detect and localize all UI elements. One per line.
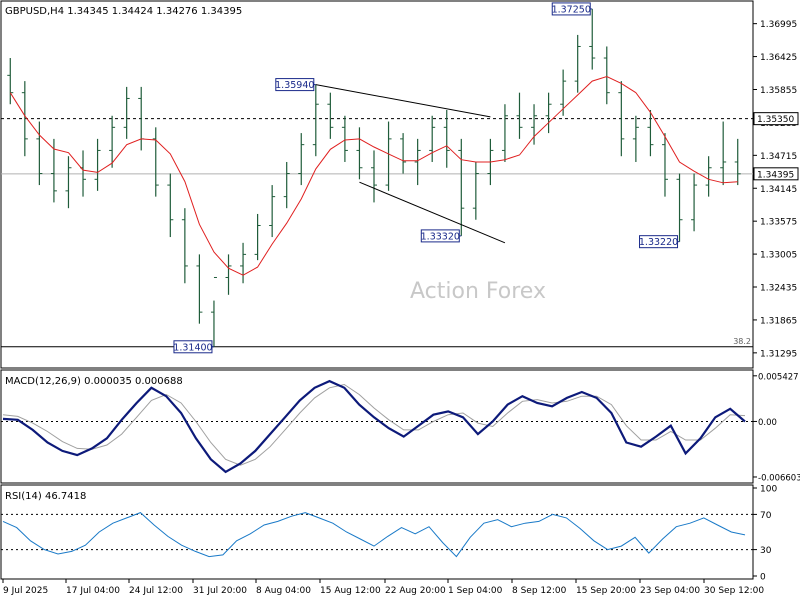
time-axis-label: 1 Sep 04:00 xyxy=(448,586,503,596)
dashed-level-tag-box xyxy=(753,112,799,126)
price-axis-label: 1.36425 xyxy=(760,53,797,63)
price-axis-label: 1.33575 xyxy=(760,218,797,228)
rsi-line xyxy=(2,512,746,558)
time-axis-label: 15 Aug 12:00 xyxy=(320,586,381,596)
macd-axis-label: 0.005427 xyxy=(758,372,799,382)
time-axis-label: 8 Aug 04:00 xyxy=(256,586,311,596)
current-price-tag: 1.34395 xyxy=(757,170,794,180)
rsi-axis-label: 0 xyxy=(760,573,766,583)
price-axis-label: 1.31865 xyxy=(760,316,797,326)
time-axis-label: 15 Sep 20:00 xyxy=(576,586,636,596)
macd-label: MACD(12,26,9) 0.000035 0.000688 xyxy=(5,376,183,387)
rsi-axis-label: 70 xyxy=(760,511,772,521)
price-levels: 38.2 xyxy=(1,118,753,348)
price-axis-label: 1.35855 xyxy=(760,86,797,96)
rsi-axis-label: 30 xyxy=(760,546,772,556)
time-axis-label: 30 Sep 12:00 xyxy=(704,586,764,596)
price-axis-label: 1.34145 xyxy=(760,185,797,195)
rsi-label: RSI(14) 46.7418 xyxy=(5,491,86,502)
price-axis-label: 1.32435 xyxy=(760,284,797,294)
macd-axis: 0.005427 0.00 -0.006603 xyxy=(753,372,800,483)
macd-signal-line xyxy=(2,383,746,466)
moving-average-line xyxy=(9,75,738,276)
fib-level-label: 38.2 xyxy=(733,337,751,346)
rsi-axis-label: 100 xyxy=(760,485,777,495)
price-annotation-label: 1.35940 xyxy=(275,80,314,91)
current-price-tag-box xyxy=(753,167,799,181)
price-axis-label: 1.34715 xyxy=(760,152,797,162)
trendline xyxy=(359,181,506,244)
rsi-axis: 100 70 30 0 xyxy=(753,485,777,583)
time-axis-label: 23 Sep 04:00 xyxy=(640,586,700,596)
price-axis-label: 1.33005 xyxy=(760,251,797,261)
price-axis: 1.369951.364251.358551.352851.347151.341… xyxy=(753,20,799,359)
price-panel-frame xyxy=(0,0,754,369)
symbol-header: GBPUSD,H4 1.34345 1.34424 1.34276 1.3439… xyxy=(5,6,242,17)
rsi-line xyxy=(1,512,753,558)
macd-axis-label: 0.00 xyxy=(758,418,777,428)
time-axis-label: 17 Jul 04:00 xyxy=(66,586,120,596)
dashed-level-tag: 1.35350 xyxy=(757,115,794,125)
price-axis-label: 1.36995 xyxy=(760,20,797,30)
macd-lines xyxy=(1,379,753,474)
time-axis-label: 22 Aug 20:00 xyxy=(385,586,446,596)
price-axis-label: 1.31295 xyxy=(760,349,797,359)
price-annotation-label: 1.31400 xyxy=(173,342,212,353)
moving-average xyxy=(9,75,738,276)
price-bars xyxy=(7,8,741,347)
time-axis-label: 24 Jul 12:00 xyxy=(129,586,183,596)
price-annotation-label: 1.33320 xyxy=(421,231,460,242)
watermark: Action Forex xyxy=(410,279,546,304)
price-annotations: 1.37250 1.35940 1.33320 1.33220 1.31400 xyxy=(173,2,680,354)
price-annotation-label: 1.33220 xyxy=(639,237,678,248)
price-annotation-label: 1.37250 xyxy=(552,4,591,15)
rsi-panel-frame xyxy=(0,484,754,580)
trendlines xyxy=(315,84,506,244)
macd-line xyxy=(2,379,746,474)
time-axis: 9 Jul 2025 17 Jul 04:00 24 Jul 12:00 31 Jul… xyxy=(2,579,764,596)
trendline xyxy=(315,84,491,118)
time-axis-label: 31 Jul 20:00 xyxy=(193,586,247,596)
macd-axis-label: -0.006603 xyxy=(758,473,800,483)
time-axis-label: 8 Sep 12:00 xyxy=(512,586,567,596)
time-axis-label: 9 Jul 2025 xyxy=(3,586,48,596)
